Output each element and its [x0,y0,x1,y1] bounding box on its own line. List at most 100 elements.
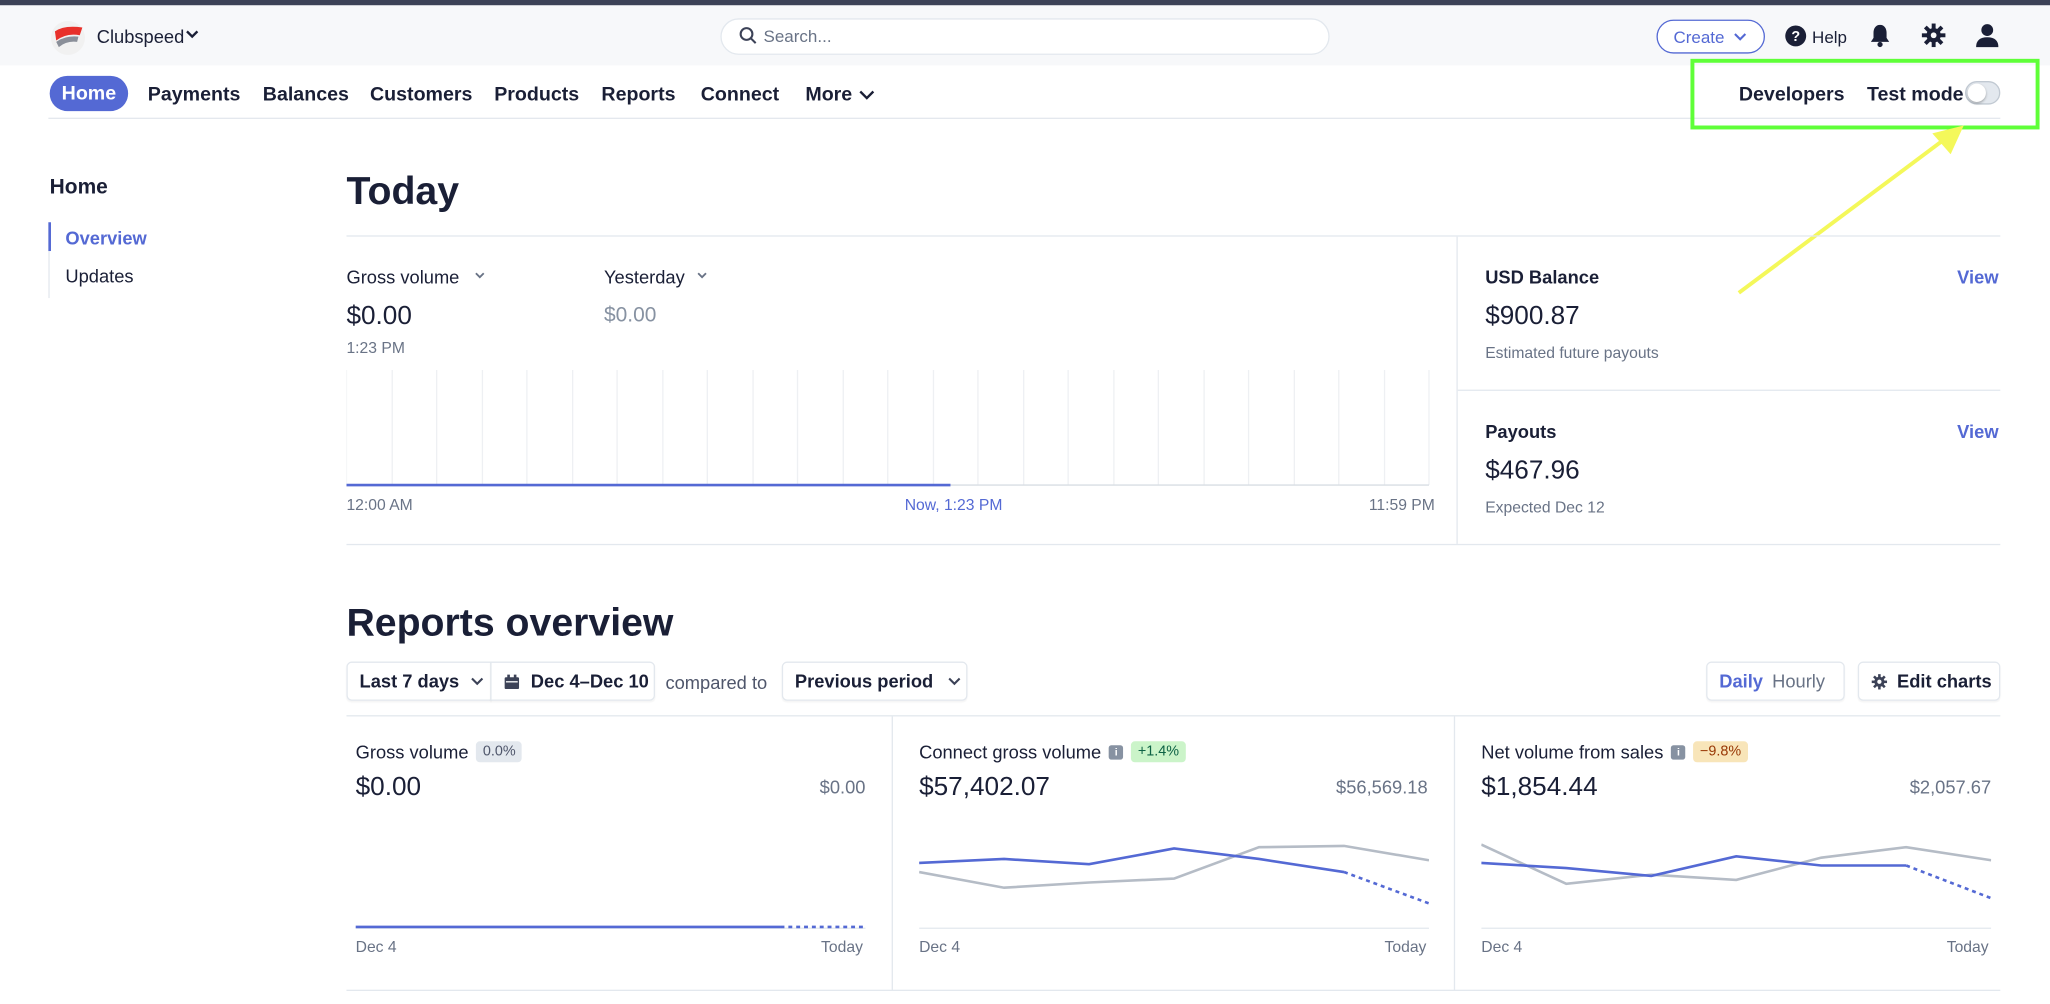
create-label: Create [1673,26,1725,47]
x-axis-end: Today [1384,937,1427,956]
net-volume-chart [1481,843,1992,929]
sidebar-item-updates[interactable]: Updates [65,265,134,287]
edit-charts-button[interactable]: Edit charts [1857,661,2001,701]
current-series-projection [1905,864,1992,900]
change-badge: +1.4% [1131,741,1186,763]
nav-home[interactable]: Home [49,75,129,112]
chart-axis-start: 12:00 AM [346,495,413,514]
payouts-value: $467.96 [1485,456,1580,486]
nav-connect[interactable]: Connect [700,83,780,106]
hourly-option[interactable]: Hourly [1772,670,1826,692]
sidebar-active-indicator [48,222,51,252]
search-icon [739,27,757,44]
card-value: $57,402.07 [919,772,1050,802]
date-range-label: Dec 4–Dec 10 [530,670,649,692]
chevron-down-icon[interactable] [696,269,709,282]
x-axis-end: Today [1946,937,1989,956]
nav-reports[interactable]: Reports [601,83,676,106]
x-axis-start: Dec 4 [355,937,397,956]
chevron-down-icon[interactable] [858,85,876,103]
usd-balance-sub: Estimated future payouts [1485,343,1659,363]
chevron-down-icon [1734,33,1747,41]
card-value: $0.00 [355,772,422,802]
annotation-arrow-icon [1737,125,1964,295]
create-button[interactable]: Create [1656,19,1765,54]
compare-period-label: Previous period [794,670,934,692]
card-previous-value: $2,057.67 [1909,776,1992,798]
search-box[interactable] [720,18,1330,55]
help-link[interactable]: Help [1812,27,1848,48]
today-chart [346,369,1430,487]
info-icon[interactable]: i [1671,744,1686,759]
nav-customers[interactable]: Customers [369,83,473,106]
change-badge: −9.8% [1693,741,1748,763]
usd-balance-label: USD Balance [1485,266,1600,288]
info-icon[interactable]: i [1109,744,1124,759]
compare-period-select[interactable]: Previous period [781,661,968,701]
range-label: Last 7 days [359,670,460,692]
chevron-down-icon[interactable] [183,25,201,43]
toggle-knob [1967,83,1986,102]
x-axis-start: Dec 4 [1481,937,1523,956]
today-title: Today [346,169,460,214]
chevron-down-icon [948,677,961,686]
edit-charts-label: Edit charts [1897,670,1992,692]
nav-developers[interactable]: Developers [1738,83,1845,106]
test-mode-label: Test mode [1866,83,1964,106]
daily-option[interactable]: Daily [1719,670,1763,692]
current-series-line [1481,855,1907,878]
test-mode-toggle[interactable] [1965,81,2001,105]
sidebar-rule [48,222,50,299]
chevron-down-icon[interactable] [473,269,486,282]
change-badge: 0.0% [476,741,523,763]
yesterday-value: $0.00 [604,304,657,327]
user-icon[interactable] [1974,22,2000,48]
balance-view-link[interactable]: View [1957,266,1999,288]
sidebar-title: Home [49,176,108,199]
card-value: $1,854.44 [1481,772,1598,802]
cards-top-divider [346,715,2001,717]
current-series-line [919,847,1345,874]
account-name[interactable]: Clubspeed [96,26,185,48]
bell-icon[interactable] [1867,22,1893,48]
chart-axis-now: Now, 1:23 PM [904,495,1003,514]
today-divider-top [346,235,2001,237]
calendar-icon [504,673,520,689]
card-previous-value: $56,569.18 [1336,776,1428,798]
current-series-projection [1343,870,1429,905]
nav-more[interactable]: More [805,83,853,106]
previous-series-line [1481,843,1992,886]
gross-volume-dropdown[interactable]: Gross volume [346,266,460,288]
card-net-volume-header[interactable]: Net volume from sales i −9.8% [1481,741,1748,763]
payouts-sub: Expected Dec 12 [1485,498,1605,517]
x-axis-start: Dec 4 [919,937,961,956]
today-divider-bottom [346,543,2001,546]
gross-volume-chart [355,925,866,929]
date-range-picker[interactable]: Dec 4–Dec 10 [490,661,656,701]
card-previous-value: $0.00 [819,776,866,798]
range-select[interactable]: Last 7 days [346,661,492,701]
x-axis-end: Today [821,937,863,956]
card-title: Net volume from sales [1481,741,1664,763]
card-title: Gross volume [355,741,469,763]
card-divider-2 [1453,716,1456,992]
clubspeed-logo-icon[interactable] [48,20,87,57]
gross-volume-value: $0.00 [346,302,412,331]
card-divider-1 [891,716,893,992]
gear-icon [1871,673,1888,689]
nav-payments[interactable]: Payments [147,83,241,106]
interval-toggle: Daily Hourly [1706,661,1845,701]
nav-products[interactable]: Products [494,83,580,106]
nav-balances[interactable]: Balances [262,83,349,106]
help-icon[interactable]: ? [1785,25,1807,47]
card-connect-gross-volume-header[interactable]: Connect gross volume i +1.4% [919,741,1186,763]
highlight-box [1690,58,2040,130]
yesterday-dropdown[interactable]: Yesterday [604,266,685,288]
payouts-view-link[interactable]: View [1957,420,1999,442]
gear-icon[interactable] [1921,22,1947,48]
sidebar-item-overview[interactable]: Overview [65,227,147,249]
search-input[interactable]: Search... [763,26,832,46]
card-title: Connect gross volume [919,741,1102,763]
payouts-label: Payouts [1485,420,1557,442]
card-gross-volume-header[interactable]: Gross volume 0.0% [355,741,523,763]
